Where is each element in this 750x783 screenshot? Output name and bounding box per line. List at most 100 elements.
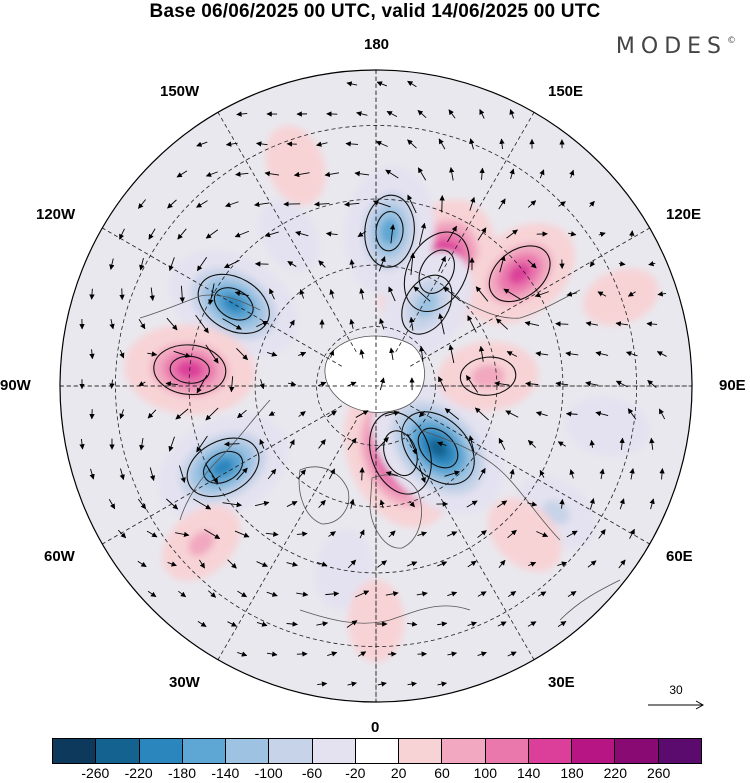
wind-vector bbox=[349, 318, 355, 329]
wind-vector bbox=[629, 528, 635, 539]
wind-vector bbox=[259, 438, 265, 449]
wind-vector bbox=[407, 194, 417, 214]
wind-vector bbox=[437, 681, 447, 687]
wind-vector bbox=[413, 286, 431, 302]
wind-vector bbox=[167, 561, 177, 567]
wind-vector bbox=[293, 171, 310, 178]
wind-vector bbox=[117, 529, 127, 539]
wind-vector bbox=[449, 166, 455, 181]
wind-vector bbox=[327, 410, 337, 418]
wind-vector bbox=[137, 498, 147, 510]
wind-vector bbox=[205, 464, 219, 484]
wind-vector bbox=[478, 345, 485, 362]
wind-vector bbox=[265, 531, 279, 537]
wind-vector bbox=[595, 411, 609, 417]
wind-vector bbox=[165, 498, 179, 510]
wind-vector bbox=[204, 528, 221, 540]
wind-vector bbox=[295, 230, 309, 237]
wind-vector bbox=[589, 261, 596, 268]
wind-vector bbox=[569, 469, 575, 479]
wind-vector bbox=[438, 376, 446, 392]
wind-vector bbox=[477, 651, 487, 657]
wind-vector bbox=[375, 437, 389, 451]
wind-vector bbox=[316, 141, 328, 147]
wind-vector bbox=[528, 561, 537, 567]
wind-vector bbox=[175, 408, 189, 420]
wind-vector bbox=[289, 319, 295, 329]
lon-label-60e: 60E bbox=[666, 548, 693, 565]
colorbar-tick-label: -180 bbox=[167, 765, 197, 781]
wind-vector bbox=[259, 379, 265, 390]
wind-vector bbox=[438, 313, 445, 335]
wind-vector bbox=[388, 286, 396, 302]
wind-vector bbox=[448, 109, 456, 119]
wind-vector bbox=[196, 374, 208, 394]
wind-vector bbox=[355, 590, 370, 598]
wind-vector bbox=[477, 591, 487, 597]
wind-vector bbox=[234, 530, 250, 538]
colorbar-tick-label: -100 bbox=[254, 765, 283, 781]
colorbar-tick-label: 100 bbox=[473, 765, 498, 781]
wind-vector bbox=[409, 316, 415, 331]
wind-vector bbox=[178, 465, 186, 484]
wind-vector bbox=[119, 349, 125, 359]
wind-vector bbox=[296, 591, 309, 597]
wind-vector bbox=[349, 259, 355, 269]
wind-vector bbox=[264, 231, 279, 238]
wind-vector bbox=[227, 621, 237, 627]
wind-vector bbox=[318, 439, 326, 449]
wind-vector bbox=[417, 531, 427, 537]
wind-vector bbox=[498, 437, 506, 450]
wind-vector bbox=[495, 318, 509, 330]
wind-vector bbox=[565, 411, 578, 417]
wind-vector bbox=[314, 201, 330, 207]
lon-label-90w: 90W bbox=[0, 377, 31, 394]
wind-vector bbox=[444, 470, 460, 477]
wind-vectors bbox=[79, 80, 667, 687]
colorbar-swatch bbox=[139, 739, 183, 763]
colorbar-swatch bbox=[226, 739, 270, 763]
anomaly-contour bbox=[401, 274, 453, 335]
wind-vector bbox=[325, 591, 340, 597]
wind-vector bbox=[168, 257, 175, 272]
wind-vector bbox=[499, 255, 506, 273]
wind-vector bbox=[286, 561, 298, 567]
wind-vector bbox=[566, 291, 578, 297]
lon-label-180: 180 bbox=[364, 36, 390, 53]
wind-vector bbox=[166, 317, 178, 331]
map-disk bbox=[60, 70, 692, 702]
wind-vector bbox=[196, 435, 208, 453]
wind-vector bbox=[357, 651, 367, 657]
wind-vector bbox=[386, 110, 398, 118]
wind-vector bbox=[417, 167, 427, 181]
wind-vector bbox=[409, 252, 416, 275]
wind-vector bbox=[407, 681, 417, 687]
wind-vector bbox=[328, 531, 336, 537]
wind-vector bbox=[119, 228, 125, 240]
wind-vector bbox=[385, 471, 398, 477]
wind-vector bbox=[108, 498, 116, 510]
map-title: Base 06/06/2025 00 UTC, valid 14/06/2025… bbox=[149, 1, 601, 22]
positive-anomaly bbox=[347, 579, 405, 662]
wind-vector bbox=[534, 291, 549, 298]
wind-vector bbox=[627, 291, 636, 297]
wind-vector bbox=[646, 321, 658, 327]
wind-vector bbox=[255, 141, 268, 147]
positive-anomaly bbox=[583, 268, 659, 326]
wind-vector bbox=[467, 315, 477, 333]
wind-vector bbox=[254, 201, 270, 208]
colorbar-swatch bbox=[355, 739, 400, 763]
wind-vector bbox=[409, 500, 415, 508]
wind-vector bbox=[589, 439, 595, 448]
wind-vector bbox=[565, 351, 579, 357]
wind-vector bbox=[287, 261, 297, 267]
wind-vector bbox=[509, 168, 515, 180]
wind-vector bbox=[508, 591, 517, 597]
wind-vector bbox=[225, 201, 239, 208]
wind-vector bbox=[589, 200, 595, 208]
wind-vector bbox=[537, 591, 547, 597]
wind-vector bbox=[196, 257, 208, 272]
wind-vector bbox=[205, 229, 219, 239]
anomaly-contour bbox=[213, 287, 254, 321]
wind-vector bbox=[208, 283, 215, 306]
